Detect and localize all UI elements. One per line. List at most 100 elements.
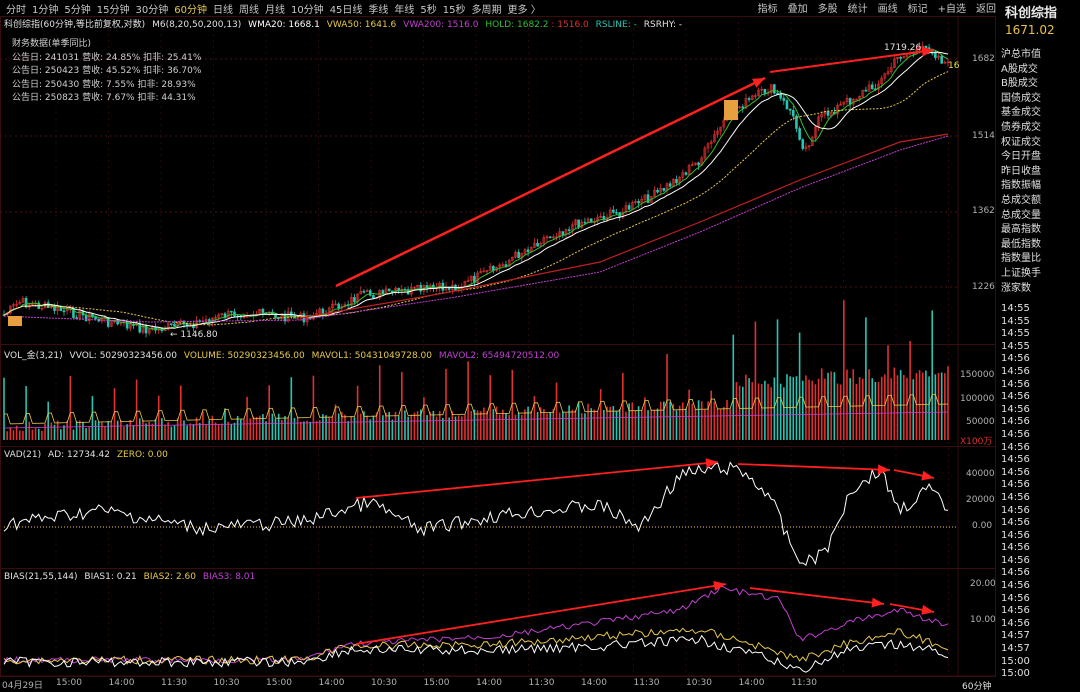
candle	[517, 251, 520, 259]
trade-time: 14:56	[1001, 580, 1030, 592]
trade-time: 14:56	[1001, 617, 1030, 629]
trade-time: 14:57	[1001, 643, 1030, 655]
period-tab[interactable]: 月线	[264, 4, 285, 16]
trade-time: 15:00	[1001, 668, 1030, 680]
period-tab[interactable]: 5秒	[420, 4, 437, 16]
candle	[839, 103, 842, 106]
trade-time: 14:56	[1001, 567, 1030, 579]
trade-time: 14:55	[1001, 303, 1030, 314]
candle	[147, 329, 151, 334]
trend-arrow-main-head	[752, 78, 765, 88]
candle	[763, 88, 767, 94]
trend-arrow-bias3-head	[921, 604, 934, 615]
period-tab[interactable]: 10分钟	[290, 4, 324, 16]
period-tab[interactable]: 5分钟	[64, 4, 91, 16]
tool-button[interactable]: 叠加	[787, 4, 808, 15]
candle	[334, 303, 337, 306]
vad-y-tick: 40000	[966, 469, 995, 479]
x-tick: 04月29日	[2, 681, 43, 691]
tool-button[interactable]: 返回	[976, 4, 996, 15]
candle	[75, 317, 78, 319]
candle	[166, 323, 170, 330]
candle	[128, 324, 132, 329]
trade-time: 14:56	[1001, 378, 1030, 390]
vwa200-dotted-line	[3, 135, 949, 323]
candle	[2, 314, 6, 317]
candle	[24, 298, 28, 308]
candle	[125, 321, 129, 329]
candle	[230, 310, 233, 313]
period-tab[interactable]: 多周期	[471, 4, 502, 16]
candle	[337, 303, 340, 309]
candle	[934, 52, 937, 58]
candle	[290, 311, 293, 317]
candle	[583, 221, 587, 224]
trade-time: 14:56	[1001, 592, 1030, 604]
candle	[757, 89, 760, 96]
period-tab[interactable]: 更多 〉	[507, 4, 541, 16]
vad-y-tick: 20000	[966, 495, 995, 505]
candle	[918, 46, 921, 51]
trend-arrow-main	[335, 76, 766, 288]
trade-time: 14:55	[1001, 328, 1030, 340]
period-tab[interactable]: 60分钟	[174, 4, 207, 16]
tool-button[interactable]: 标记	[907, 4, 928, 15]
trend-arrow-vad2	[737, 463, 891, 471]
period-tab[interactable]: 季线	[368, 4, 389, 16]
vad-info-line: VAD(21) AD: 12734.42 ZERO: 0.00	[4, 450, 168, 460]
candle	[637, 200, 640, 204]
period-tab[interactable]: 年线	[394, 4, 415, 16]
period-tab[interactable]: 30分钟	[135, 4, 169, 16]
candle	[684, 172, 688, 175]
panel-item: 基金成交	[1001, 107, 1041, 119]
candle	[476, 272, 479, 283]
x-tick: 15:00	[266, 678, 292, 688]
tool-button[interactable]: 多股	[817, 4, 838, 15]
candle	[78, 310, 82, 319]
candle	[886, 71, 890, 75]
vad-y-tick: 0.00	[972, 521, 993, 531]
tool-button[interactable]: +自选	[937, 4, 966, 15]
period-tab[interactable]: 1分钟	[32, 4, 59, 16]
period-tab[interactable]: 45日线	[329, 4, 363, 16]
panel-item: 指数振幅	[1001, 180, 1041, 192]
candle	[220, 313, 224, 316]
period-tab[interactable]: 15秒	[442, 4, 466, 16]
candle	[675, 179, 678, 184]
vwa50-line	[3, 71, 949, 326]
candle	[829, 111, 833, 116]
mavol2-value: MAVOL2: 65494720512.00	[438, 351, 560, 361]
period-tab[interactable]: 分时	[6, 4, 26, 16]
panel-item: B股成交	[1001, 78, 1038, 90]
candle	[864, 89, 868, 92]
event-marker-icon	[724, 100, 738, 120]
trade-time: 14:55	[1001, 315, 1030, 327]
trade-time: 14:56	[1001, 479, 1030, 491]
candle	[889, 67, 893, 73]
candle	[883, 73, 887, 79]
high-price-label: 1719.26	[884, 43, 922, 53]
candle	[381, 290, 385, 294]
candle	[574, 219, 577, 226]
candle	[548, 236, 552, 239]
period-tab[interactable]: 15分钟	[96, 4, 130, 16]
period-tab[interactable]: 周线	[238, 4, 259, 16]
hold2-value: : 1516.0	[551, 20, 589, 30]
candle	[814, 126, 817, 138]
tool-button[interactable]: 统计	[847, 4, 868, 15]
x-tick: 14:00	[108, 678, 135, 688]
candle	[12, 304, 15, 307]
candle	[466, 280, 470, 282]
trade-time: 14:55	[1001, 340, 1030, 352]
period-tab[interactable]: 日线	[212, 4, 233, 16]
candle	[387, 288, 391, 292]
tool-button[interactable]: 画线	[877, 4, 898, 15]
candle	[662, 187, 666, 191]
financial-row: 公告日: 241031 营收: 24.85% 扣非: 25.41%	[12, 52, 202, 63]
tool-button[interactable]: 指标	[757, 4, 778, 15]
candle	[706, 143, 710, 149]
panel-item: 沪总市值	[1001, 49, 1041, 60]
vwa50-value: VWA50: 1641.6	[326, 20, 397, 30]
x-tick: 15:00	[56, 678, 82, 688]
